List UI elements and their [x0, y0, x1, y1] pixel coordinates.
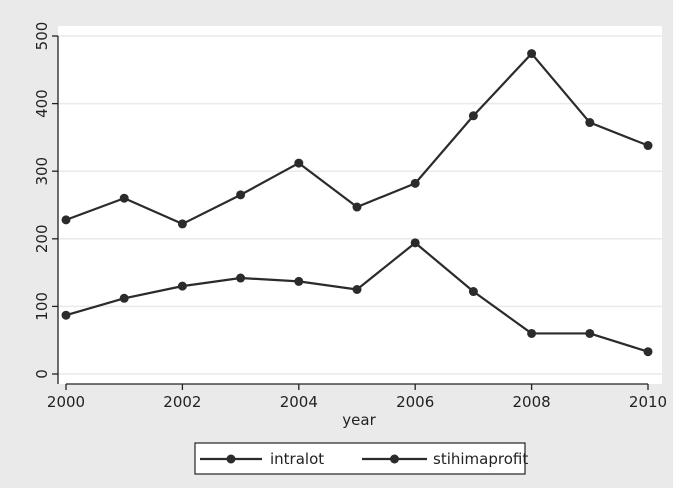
data-point-stihimaprofit-2001: [119, 293, 129, 303]
series-group: [61, 49, 653, 357]
data-point-intralot-2001: [119, 193, 129, 203]
y-tick-label-0: 0: [33, 369, 51, 379]
x-tick-label-2008: 2008: [513, 393, 551, 411]
data-point-stihimaprofit-2009: [585, 328, 595, 338]
data-point-stihimaprofit-2008: [527, 328, 537, 338]
data-point-intralot-2000: [61, 215, 71, 225]
data-point-stihimaprofit-2006: [410, 238, 420, 248]
gridlines: [58, 35, 662, 375]
y-tick-label-100: 100: [33, 292, 51, 321]
data-point-intralot-2010: [643, 141, 653, 151]
data-point-stihimaprofit-2005: [352, 285, 362, 294]
data-point-stihimaprofit-2000: [61, 310, 71, 320]
y-tick-label-200: 200: [33, 224, 51, 253]
x-tick-label-2004: 2004: [280, 393, 318, 411]
data-point-intralot-2004: [294, 158, 304, 168]
legend-label-stihimaprofit: stihimaprofit: [433, 450, 528, 468]
legend-marker-stihimaprofit: [390, 454, 399, 464]
data-point-intralot-2002: [177, 219, 187, 229]
data-point-intralot-2003: [236, 190, 246, 200]
x-axis-title: year: [342, 411, 376, 429]
legend-marker-intralot: [226, 454, 236, 464]
data-point-stihimaprofit-2010: [643, 347, 653, 357]
y-tick-label-300: 300: [33, 157, 51, 186]
axes: 0 100 200 300 400 500 2000 2002 2004 2006 2008 2010: [33, 22, 667, 411]
legend: intralot stihimaprofit: [194, 442, 528, 475]
data-point-intralot-2006: [410, 178, 420, 188]
data-point-intralot-2007: [468, 111, 478, 121]
data-point-intralot-2005: [352, 202, 362, 212]
y-tick-label-400: 400: [33, 89, 51, 118]
data-point-stihimaprofit-2002: [177, 281, 187, 291]
x-tick-label-2006: 2006: [396, 393, 434, 411]
legend-label-intralot: intralot: [270, 450, 324, 468]
x-tick-label-2010: 2010: [629, 393, 667, 411]
series-intralot: [61, 49, 653, 229]
x-tick-label-2000: 2000: [47, 393, 85, 411]
data-point-stihimaprofit-2004: [294, 276, 304, 286]
data-point-stihimaprofit-2003: [236, 273, 246, 283]
data-point-intralot-2008: [527, 49, 537, 59]
series-stihimaprofit: [61, 238, 653, 357]
x-tick-label-2002: 2002: [163, 393, 201, 411]
y-tick-label-500: 500: [33, 22, 51, 51]
data-point-intralot-2009: [585, 118, 595, 128]
data-point-stihimaprofit-2007: [468, 287, 478, 297]
